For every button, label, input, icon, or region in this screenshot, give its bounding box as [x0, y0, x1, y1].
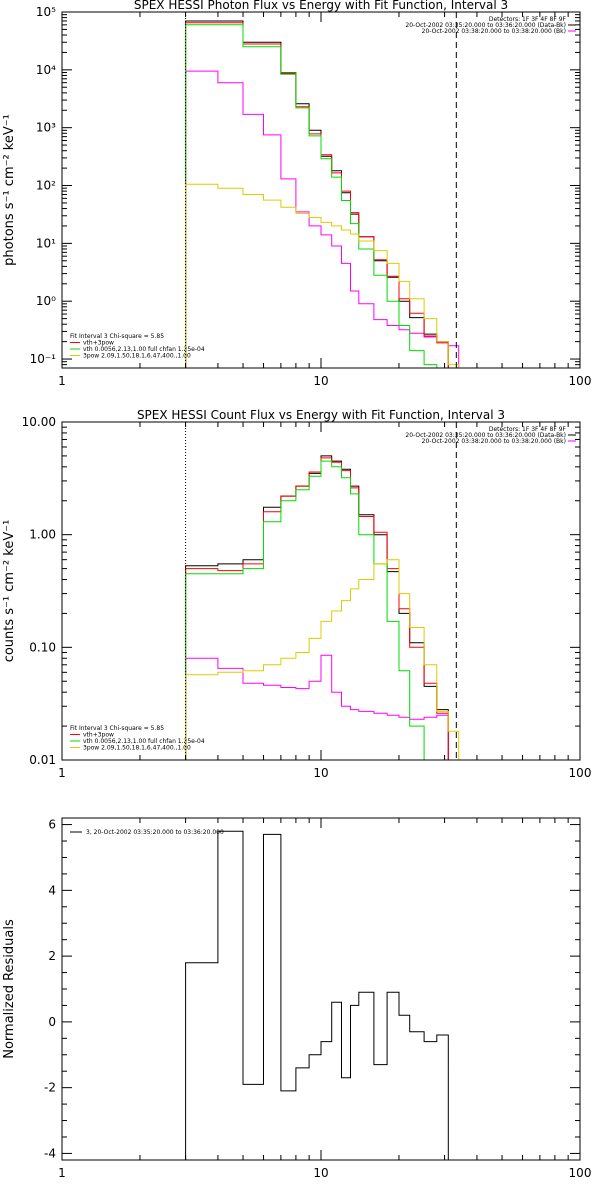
- legend-entry: vth 0.0056,2.13,1.00 full chfan 1.25e-04: [83, 738, 205, 745]
- y-tick-label: 10²: [36, 179, 56, 193]
- legend-entry: vth+3pow: [83, 732, 114, 739]
- chart-count: SPEX HESSI Count Flux vs Energy with Fit…: [2, 408, 591, 780]
- legend-entry: vth 0.0056,2.13,1.00 full chfan 1.25e-04: [83, 346, 205, 353]
- x-tick-label: 1: [58, 766, 66, 780]
- x-tick-label: 10: [313, 766, 328, 780]
- chart-title: SPEX HESSI Count Flux vs Energy with Fit…: [137, 408, 505, 422]
- chart-residuals: Normalized Residuals 3, 20-Oct-2002 03:35…: [2, 817, 592, 1180]
- y-axis-label: Normalized Residuals: [2, 919, 17, 1059]
- series-data-bk: [185, 20, 449, 368]
- header-line: 20-Oct-2002 03:38:20.000 to 03:38:20.000…: [422, 438, 566, 445]
- y-tick-label: 2: [48, 949, 56, 963]
- legend-entry: Fit Interval 3 Chi-square = 5.85: [70, 725, 164, 732]
- series-3-20-oct-2002-03-35-20-000-to-03-36-20-000: [185, 830, 449, 1160]
- legend-entry: Fit Interval 3 Chi-square = 5.85: [70, 333, 164, 340]
- chart-photon: SPEX HESSI Photon Flux vs Energy with Fi…: [2, 0, 591, 388]
- y-axis-label: photons s⁻¹ cm⁻² keV⁻¹: [2, 114, 17, 266]
- series-vth-3pow: [185, 457, 449, 760]
- header-line: 20-Oct-2002 03:38:20.000 to 03:38:20.000…: [422, 28, 566, 35]
- x-tick-label: 1: [58, 374, 66, 388]
- legend-entry: 3pow 2.09,1.50,18.1,6.47,400.,1.00: [83, 745, 191, 752]
- x-tick-label: 1: [58, 1166, 66, 1180]
- x-tick-label: 100: [569, 1166, 592, 1180]
- y-axis-label: counts s⁻¹ cm⁻² keV⁻¹: [2, 520, 17, 663]
- chart-title: SPEX HESSI Photon Flux vs Energy with Fi…: [134, 0, 508, 12]
- y-tick-label: 10⁴: [36, 63, 56, 77]
- series-3pow: [185, 559, 460, 760]
- y-tick-label: -2: [44, 1081, 56, 1095]
- header-line: Detectors: 1F 3F 4F 8F 9F: [489, 426, 567, 433]
- plot-frame: [61, 11, 581, 369]
- series-bk: [185, 70, 460, 368]
- series-data-bk: [185, 455, 449, 760]
- x-tick-label: 10: [313, 374, 328, 388]
- series-vth-3pow: [185, 22, 449, 368]
- header-line: 20-Oct-2002 03:35:20.000 to 03:36:20.000…: [405, 22, 566, 29]
- x-tick-label: 100: [569, 766, 592, 780]
- y-tick-label: 10.00: [22, 415, 56, 429]
- y-tick-label: 10⁵: [36, 5, 56, 19]
- y-tick-label: 10¹: [36, 236, 56, 250]
- y-tick-label: 0: [48, 1015, 56, 1029]
- y-tick-label: 4: [48, 883, 56, 897]
- x-tick-label: 100: [569, 374, 592, 388]
- series-vth: [185, 24, 438, 368]
- legend-entry: 3pow 2.09,1.50,18.1,6.47,400.,1.00: [83, 353, 191, 360]
- series-vth: [185, 460, 437, 760]
- plot-frame: [61, 817, 581, 1161]
- y-tick-label: 0.01: [29, 753, 56, 767]
- legend-entry: 3, 20-Oct-2002 03:35:20.000 to 03:36:20.…: [86, 829, 224, 836]
- legend-entry: vth+3pow: [83, 340, 114, 347]
- y-tick-label: -4: [44, 1146, 56, 1160]
- series-3pow: [185, 183, 460, 368]
- y-tick-label: 0.10: [29, 640, 56, 654]
- y-tick-label: 1.00: [29, 528, 56, 542]
- header-line: Detectors: 1F 3F 4F 8F 9F: [489, 16, 567, 23]
- y-tick-label: 6: [48, 818, 56, 832]
- y-tick-label: 10³: [36, 121, 56, 135]
- header-line: 20-Oct-2002 03:35:20.000 to 03:36:20.000…: [405, 432, 566, 439]
- x-tick-label: 10: [313, 1166, 328, 1180]
- y-tick-label: 10⁰: [36, 294, 56, 308]
- y-tick-label: 10⁻¹: [30, 352, 57, 366]
